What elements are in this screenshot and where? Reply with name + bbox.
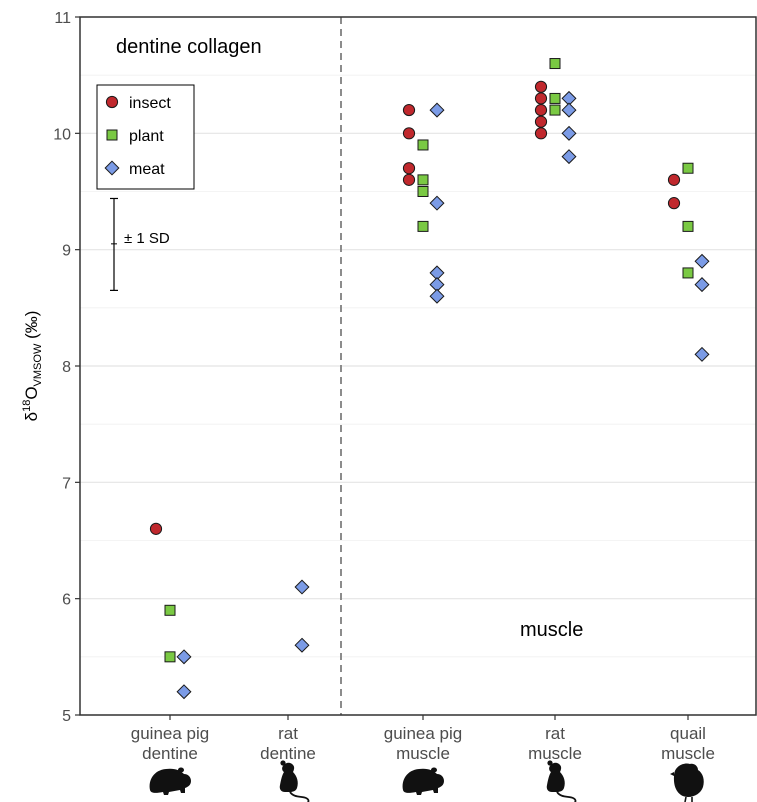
y-axis-label-sub: VMSOW: [32, 343, 44, 386]
data-point-meat: [694, 277, 710, 293]
label-layer: dentine collagen muscle: [116, 36, 583, 641]
data-point-insect: [667, 173, 681, 186]
guinea-pig-icon: [402, 767, 444, 795]
x-category-label-line1: rat: [545, 724, 565, 743]
data-point-plant: [682, 162, 694, 174]
data-point-insect: [534, 80, 548, 93]
data-point-meat: [429, 102, 445, 118]
data-point-meat: [561, 149, 577, 165]
data-point-meat: [694, 253, 710, 269]
y-axis-label-sup: 18: [21, 400, 33, 412]
data-point-insect: [534, 127, 548, 140]
x-category-label-line2: dentine: [142, 744, 198, 763]
guinea-pig-icon: [149, 767, 191, 795]
y-tick-label: 8: [62, 359, 71, 376]
x-category-label-line1: quail: [670, 724, 706, 743]
data-point-plant: [164, 604, 176, 616]
rat-icon-shape: [279, 762, 298, 792]
rat-icon-shape: [546, 762, 565, 792]
legend-marker-insect: [105, 95, 119, 109]
data-point-plant: [417, 174, 429, 186]
panel-label-left: dentine collagen: [116, 36, 262, 58]
x-category-label-line2: dentine: [260, 744, 316, 763]
quail-icon-shape: [670, 772, 674, 776]
rat-icon-shape: [556, 791, 577, 802]
data-point-insect: [534, 103, 548, 117]
quail-icon-shape: [673, 763, 704, 797]
data-point-plant: [682, 267, 694, 279]
data-point-meat: [694, 346, 710, 362]
data-point-meat: [429, 288, 445, 304]
rat-icon-shape: [280, 760, 286, 766]
guinea-pig-icon-shape: [149, 768, 191, 795]
icon-layer: [149, 760, 704, 802]
y-axis-label-prefix: δ: [22, 412, 41, 421]
error-bar-key: ± 1 SD: [110, 197, 170, 291]
data-point-meat: [561, 125, 577, 141]
data-point-meat: [176, 649, 192, 665]
rat-icon: [546, 760, 577, 802]
data-point-insect: [534, 115, 548, 128]
data-point-insect: [402, 127, 416, 140]
x-category-label-line1: guinea pig: [131, 724, 209, 743]
guinea-pig-icon-shape: [402, 768, 444, 795]
legend-marker-plant: [106, 129, 118, 141]
data-point-plant: [682, 220, 694, 232]
data-point-meat: [429, 195, 445, 211]
guinea-pig-icon-shape: [178, 767, 184, 773]
data-point-insect: [149, 522, 163, 535]
data-point-insect: [534, 92, 548, 105]
y-axis-label: δ18OVMSOW (‰): [21, 311, 44, 422]
y-tick-label: 6: [62, 592, 71, 609]
data-point-plant: [417, 220, 429, 232]
data-point-plant: [417, 139, 429, 151]
panel-label-right: muscle: [520, 619, 583, 641]
x-category-label-line1: guinea pig: [384, 724, 462, 743]
data-point-plant: [549, 58, 561, 70]
point-layer: [149, 58, 710, 700]
data-point-insect: [402, 103, 416, 117]
legend-label: insect: [129, 95, 171, 112]
y-tick-label: 7: [62, 475, 71, 492]
rat-icon-shape: [289, 791, 310, 802]
y-tick-label: 9: [62, 243, 71, 260]
quail-icon: [670, 763, 704, 802]
y-tick-label: 5: [62, 708, 71, 725]
y-axis-label-suffix: (‰): [22, 311, 41, 344]
y-tick-label: 11: [54, 10, 71, 27]
quail-icon-shape: [684, 796, 687, 802]
data-point-insect: [667, 197, 681, 210]
data-point-meat: [561, 102, 577, 118]
legend-label: meat: [129, 161, 165, 178]
data-point-plant: [549, 104, 561, 116]
guinea-pig-icon-shape: [431, 767, 437, 773]
x-category-label-line1: rat: [278, 724, 298, 743]
legend: insect plant meat: [96, 84, 195, 190]
rat-icon: [279, 760, 310, 802]
y-tick-label: 10: [53, 126, 71, 143]
data-point-plant: [164, 651, 176, 663]
data-point-insect: [402, 173, 416, 186]
data-point-plant: [417, 186, 429, 197]
data-point-meat: [294, 579, 310, 595]
y-axis-label-main: O: [22, 386, 41, 399]
data-point-meat: [176, 684, 192, 700]
data-point-insect: [402, 162, 416, 175]
data-point-plant: [549, 92, 561, 104]
x-category-label-line2: muscle: [396, 744, 450, 763]
legend-marker-meat: [104, 160, 120, 176]
sd-label: ± 1 SD: [124, 230, 170, 247]
legend-label: plant: [129, 128, 164, 145]
x-category-label-line2: muscle: [661, 744, 715, 763]
x-category-label-line2: muscle: [528, 744, 582, 763]
rat-icon-shape: [547, 760, 553, 766]
data-point-meat: [294, 637, 310, 653]
